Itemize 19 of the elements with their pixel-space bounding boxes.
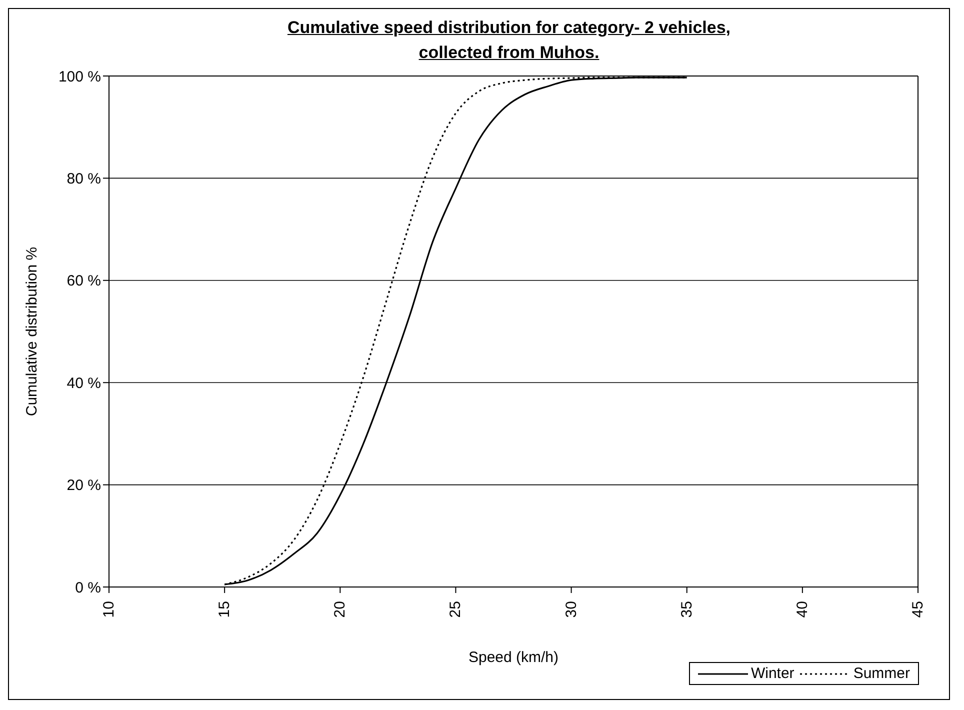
x-tick-label: 15 (216, 601, 234, 618)
y-tick-label: 20 % (66, 477, 101, 494)
y-tick-label: 60 % (66, 272, 101, 290)
x-tick-label: 45 (910, 601, 926, 618)
y-tick-label: 100 % (58, 68, 101, 86)
x-axis-title: Speed (km/h) (468, 649, 559, 666)
y-tick-label: 80 % (66, 170, 101, 188)
legend-label: Winter (750, 665, 794, 682)
x-tick-label: 35 (678, 601, 696, 618)
legend-label: Summer (853, 665, 910, 682)
x-tick-label: 20 (332, 601, 349, 618)
y-tick-label: 40 % (66, 374, 101, 392)
x-tick-label: 10 (100, 601, 118, 618)
y-axis-title: Cumulative distribution % (23, 246, 40, 416)
x-tick-label: 25 (447, 601, 464, 618)
y-tick-label: 0 % (75, 579, 101, 596)
x-tick-label: 40 (794, 601, 811, 618)
x-tick-label: 30 (562, 601, 580, 618)
chart-title: Cumulative speed distribution for category- 2 vehicles, collected from Muhos. (286, 17, 732, 64)
